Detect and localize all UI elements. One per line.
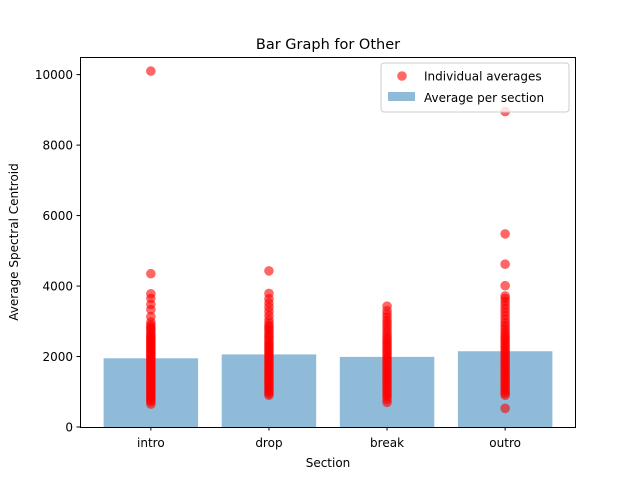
legend-label-average-per-section: Average per section: [424, 91, 544, 105]
point-drop: [264, 390, 274, 401]
point-break: [382, 397, 392, 408]
legend-marker-average-per-section: [388, 92, 415, 101]
point-intro: [146, 399, 156, 409]
legend-box: [380, 62, 570, 113]
plot-frame: [80, 57, 576, 428]
point-intro: [146, 66, 156, 76]
y-tick-label: 10000: [35, 68, 73, 82]
y-axis-label: Average Spectral Centroid: [7, 163, 21, 320]
point-outro: [500, 390, 510, 401]
x-tick-label-drop: drop: [255, 436, 282, 450]
point-outro: [500, 259, 510, 270]
x-tick-label-intro: intro: [137, 436, 165, 450]
legend: Individual averages Average per section: [380, 62, 570, 113]
y-tick-label: 2000: [42, 350, 73, 364]
point-intro: [146, 304, 156, 315]
x-axis-label: Section: [306, 456, 351, 470]
chart-title: Bar Graph for Other: [256, 37, 400, 53]
y-tick-label: 6000: [42, 209, 73, 223]
y-axis: 0 2000 4000 6000 8000 10000: [35, 68, 80, 435]
bars-layer: [103, 351, 553, 427]
x-tick-label-outro: outro: [489, 436, 521, 450]
x-axis: intro drop break outro: [137, 427, 521, 450]
point-outro: [500, 280, 510, 291]
legend-marker-individual-averages: [397, 71, 407, 81]
y-tick-label: 4000: [42, 280, 73, 294]
point-intro: [146, 268, 156, 279]
legend-label-individual-averages: Individual averages: [424, 70, 542, 84]
point-outro: [500, 403, 510, 414]
points-layer: [146, 66, 510, 414]
y-tick-label: 0: [65, 421, 73, 435]
point-drop: [264, 266, 274, 276]
y-tick-label: 8000: [42, 139, 73, 153]
point-outro: [500, 229, 510, 239]
x-tick-label-break: break: [370, 436, 404, 450]
